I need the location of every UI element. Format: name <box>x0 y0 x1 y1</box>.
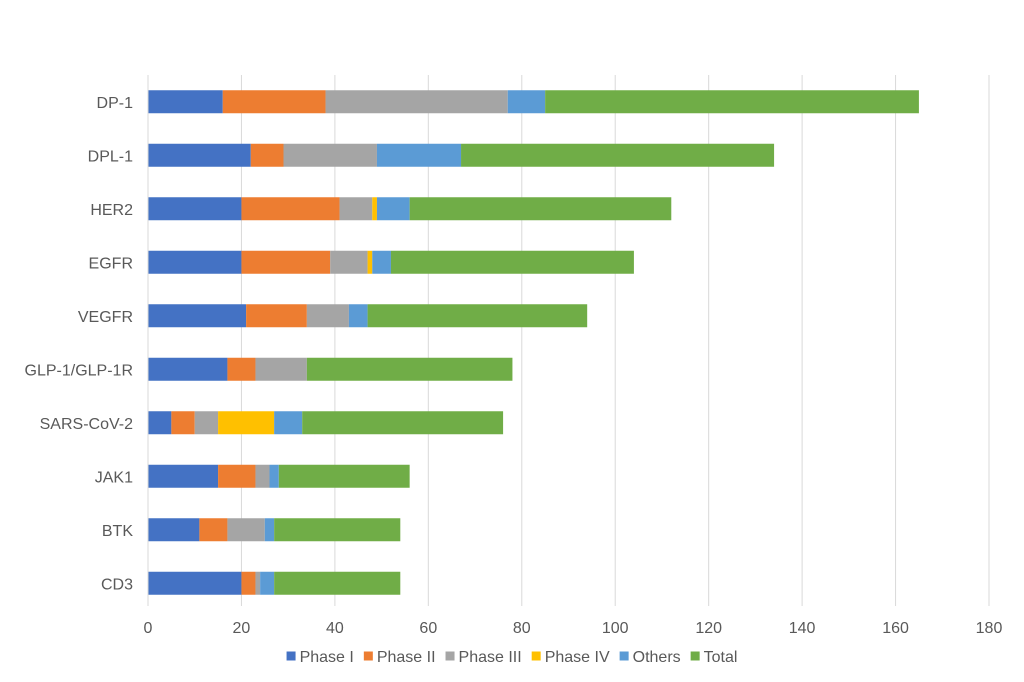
bar-dpl-1-phase-i <box>148 143 251 167</box>
bar-glp-1-glp-1r-phase-iii <box>255 357 307 381</box>
bar-egfr-total <box>390 250 634 274</box>
legend-label-phase-ii: Phase II <box>377 649 436 666</box>
category-label-her2: HER2 <box>90 202 133 219</box>
x-tick-label-140: 140 <box>789 620 816 637</box>
bar-jak1-others <box>269 464 279 488</box>
category-label-dpl-1: DPL-1 <box>88 148 133 165</box>
legend-item-phase-i: Phase I <box>286 649 354 666</box>
bar-egfr-phase-iv <box>367 250 373 274</box>
bar-egfr-others <box>372 250 391 274</box>
legend-swatch-others <box>619 651 629 661</box>
bar-vegfr-others <box>348 304 368 328</box>
bar-her2-phase-ii <box>241 197 340 221</box>
legend-label-others: Others <box>633 649 681 666</box>
bar-egfr-phase-iii <box>330 250 368 274</box>
x-tick-label-40: 40 <box>326 620 344 637</box>
legend-swatch-phase-ii <box>363 651 373 661</box>
bar-cd3-phase-i <box>148 571 242 595</box>
bar-sars-cov-2-phase-i <box>148 411 172 435</box>
category-label-egfr: EGFR <box>89 255 133 272</box>
legend-label-phase-i: Phase I <box>300 649 354 666</box>
legend-item-phase-iv: Phase IV <box>531 649 610 666</box>
legend-swatch-total <box>690 651 700 661</box>
category-label-jak1: JAK1 <box>95 469 133 486</box>
bar-sars-cov-2-total <box>302 411 504 435</box>
bar-sars-cov-2-phase-ii <box>171 411 195 435</box>
category-label-glp-1-glp-1r: GLP-1/GLP-1R <box>25 362 133 379</box>
bar-dpl-1-phase-iii <box>283 143 377 167</box>
category-label-vegfr: VEGFR <box>78 309 133 326</box>
axes: 0 20 40 60 80 100 120 140 160 180 DP-1 DPL-1 HER2 EGF… <box>25 75 1003 637</box>
legend-swatch-phase-iii <box>445 651 455 661</box>
bar-jak1-total <box>278 464 410 488</box>
bar-dpl-1-phase-ii <box>250 143 284 167</box>
bar-cd3-phase-ii <box>241 571 256 595</box>
x-tick-label-120: 120 <box>695 620 722 637</box>
legend: Phase I Phase II Phase III Phase IV Others To… <box>286 649 738 666</box>
bar-her2-phase-iv <box>372 197 377 221</box>
bar-egfr-phase-i <box>148 250 242 274</box>
legend-label-phase-iii: Phase III <box>459 649 522 666</box>
x-tick-label-100: 100 <box>602 620 629 637</box>
legend-label-phase-iv: Phase IV <box>545 649 610 666</box>
x-tick-label-180: 180 <box>976 620 1003 637</box>
bar-her2-phase-iii <box>339 197 373 221</box>
bar-dp-1-phase-ii <box>222 90 326 114</box>
bar-dp-1-total <box>545 90 919 114</box>
bar-btk-total <box>274 518 401 542</box>
bar-btk-phase-i <box>148 518 200 542</box>
bar-glp-1-glp-1r-phase-ii <box>227 357 256 381</box>
x-tick-label-160: 160 <box>882 620 909 637</box>
bar-dpl-1-others <box>376 143 462 167</box>
legend-label-total: Total <box>704 649 738 666</box>
bar-dp-1-others <box>507 90 546 114</box>
category-label-cd3: CD3 <box>101 576 133 593</box>
legend-swatch-phase-iv <box>531 651 541 661</box>
legend-item-phase-iii: Phase III <box>445 649 522 666</box>
bar-sars-cov-2-phase-iv <box>218 411 275 435</box>
bar-vegfr-phase-ii <box>246 304 307 328</box>
bar-her2-phase-i <box>148 197 242 221</box>
bar-dp-1-phase-i <box>148 90 223 114</box>
bar-btk-phase-ii <box>199 518 228 542</box>
bar-dpl-1-total <box>461 143 775 167</box>
bar-dp-1-phase-iii <box>325 90 508 114</box>
bar-cd3-others <box>260 571 275 595</box>
bar-her2-total <box>409 197 672 221</box>
bar-btk-phase-iii <box>227 518 265 542</box>
bar-glp-1-glp-1r-phase-i <box>148 357 228 381</box>
legend-swatch-phase-i <box>286 651 296 661</box>
bar-glp-1-glp-1r-total <box>306 357 513 381</box>
bar-egfr-phase-ii <box>241 250 331 274</box>
bar-cd3-phase-iii <box>255 571 261 595</box>
bar-sars-cov-2-others <box>274 411 303 435</box>
category-label-sars-cov-2: SARS-CoV-2 <box>40 416 133 433</box>
x-tick-label-0: 0 <box>144 620 153 637</box>
legend-item-phase-ii: Phase II <box>363 649 436 666</box>
bar-jak1-phase-i <box>148 464 219 488</box>
bar-vegfr-total <box>367 304 588 328</box>
bar-jak1-phase-ii <box>218 464 256 488</box>
x-tick-label-20: 20 <box>233 620 251 637</box>
x-tick-label-60: 60 <box>419 620 437 637</box>
bar-sars-cov-2-phase-iii <box>194 411 219 435</box>
bar-her2-others <box>376 197 410 221</box>
legend-item-total: Total <box>690 649 738 666</box>
legend-item-others: Others <box>619 649 681 666</box>
bar-vegfr-phase-i <box>148 304 247 328</box>
bars <box>148 90 919 595</box>
bar-btk-others <box>264 518 275 542</box>
category-label-dp-1: DP-1 <box>97 95 134 112</box>
bar-cd3-total <box>274 571 401 595</box>
bar-vegfr-phase-iii <box>306 304 349 328</box>
bar-jak1-phase-iii <box>255 464 270 488</box>
x-tick-label-80: 80 <box>513 620 531 637</box>
category-label-btk: BTK <box>102 523 133 540</box>
